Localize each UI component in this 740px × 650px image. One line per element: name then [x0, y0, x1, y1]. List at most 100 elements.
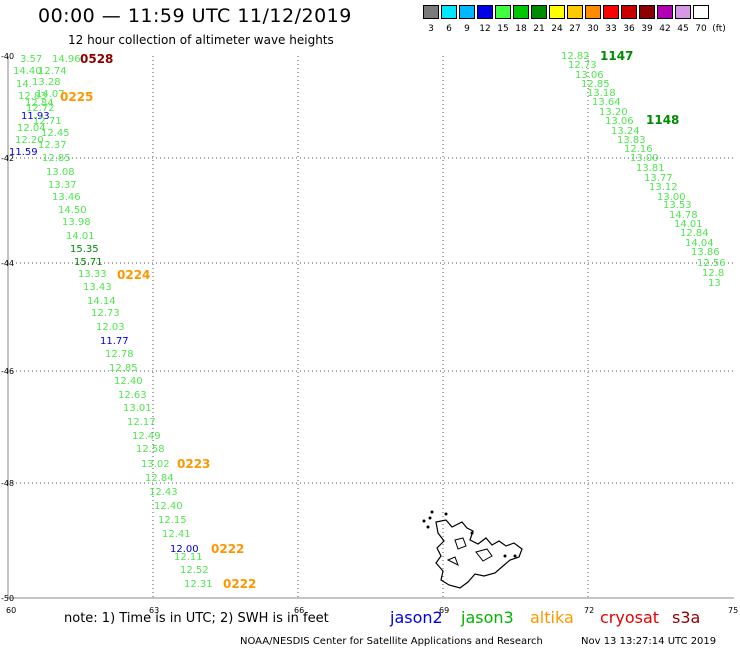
swh-reading: 12.58	[136, 444, 165, 455]
swh-reading: 12.56	[697, 258, 726, 269]
scale-swatch	[621, 5, 637, 19]
latitude-tick-label: -50	[1, 594, 14, 603]
islet	[428, 516, 432, 520]
scale-label: 18	[515, 24, 527, 34]
kerguelen-island-outline	[435, 519, 523, 589]
swh-reading: 13.00	[657, 192, 686, 203]
longitude-tick-label: 60	[6, 606, 16, 615]
swh-reading: 14.	[16, 79, 32, 90]
swh-reading: 12.11	[174, 552, 203, 563]
scale-label: 9	[464, 24, 470, 34]
swh-reading: 12.73	[568, 60, 597, 71]
swh-reading: 13.77	[644, 173, 673, 184]
swh-reading: 3.57	[20, 54, 42, 65]
satellite-jason3: jason3	[461, 608, 514, 627]
swh-reading: 13.08	[46, 167, 75, 178]
swh-reading: 13.20	[599, 107, 628, 118]
swh-reading: 13.43	[83, 282, 112, 293]
swh-reading: 12.82	[561, 51, 590, 62]
swh-reading: 13.06	[605, 116, 634, 127]
track-time-label: 0224	[117, 268, 150, 282]
credit-line: NOAA/NESDIS Center for Satellite Applica…	[240, 636, 543, 647]
swh-reading: 12.43	[149, 487, 178, 498]
islet	[470, 531, 474, 535]
swh-reading: 13.06	[575, 70, 604, 81]
swh-reading: 12.83	[18, 91, 47, 102]
swh-reading: 14.01	[66, 231, 95, 242]
swh-reading: 14.14	[87, 296, 116, 307]
swh-reading: 12.84	[145, 473, 174, 484]
scale-swatch	[693, 5, 709, 19]
swh-reading: 12.31	[184, 579, 213, 590]
swh-reading: 12.78	[105, 349, 134, 360]
scale-label: 36	[623, 24, 635, 34]
swh-reading: 11.93	[21, 111, 50, 122]
swh-reading: 13.81	[636, 163, 665, 174]
swh-reading: 12.15	[158, 515, 187, 526]
latitude-tick-label: -48	[1, 479, 14, 488]
satellite-s3a: s3a	[672, 608, 701, 627]
longitude-tick-label: 69	[439, 606, 449, 615]
map-title: 00:00 — 11:59 UTC 11/12/2019	[38, 5, 352, 27]
swh-reading: 12.85	[42, 153, 71, 164]
swh-reading: 13.28	[32, 77, 61, 88]
swh-reading: 12.16	[624, 144, 653, 155]
scale-label: 24	[551, 24, 563, 34]
swh-reading: 12.63	[118, 390, 147, 401]
swh-reading: 12.41	[162, 529, 191, 540]
satellite-cryosat: cryosat	[600, 608, 660, 627]
scale-swatch	[531, 5, 547, 19]
scale-label: 6	[446, 24, 452, 34]
swh-reading: 13.12	[649, 182, 678, 193]
swh-reading: 12.72	[26, 103, 55, 114]
scale-label: 27	[569, 24, 581, 34]
longitude-tick-label: 63	[149, 606, 159, 615]
scale-label: 15	[497, 24, 509, 34]
swh-reading: 14.40	[13, 66, 42, 77]
track-time-label: 1147	[600, 49, 633, 63]
swh-reading: 13.64	[592, 97, 621, 108]
swh-reading: 12.20	[15, 135, 44, 146]
track-time-label: 0222	[223, 577, 256, 591]
swh-reading: 14.78	[669, 210, 698, 221]
islet	[426, 525, 430, 529]
swh-reading: 12.40	[154, 501, 183, 512]
scale-label: 30	[587, 24, 599, 34]
scale-label: 21	[533, 24, 545, 34]
swh-reading: 13.01	[123, 403, 152, 414]
swh-reading: 13.46	[52, 192, 81, 203]
swh-reading: 12.85	[109, 363, 138, 374]
track-time-label: 0225	[60, 90, 93, 104]
island-inlet	[454, 537, 467, 550]
swh-reading: 14.07	[36, 89, 65, 100]
scale-swatch	[639, 5, 655, 19]
scale-swatch	[657, 5, 673, 19]
swh-reading: 12.37	[38, 140, 67, 151]
swh-reading: 12.71	[33, 116, 62, 127]
scale-swatch	[603, 5, 619, 19]
swh-reading: 12.74	[38, 66, 67, 77]
track-time-label: 0222	[211, 542, 244, 556]
longitude-tick-label: 75	[728, 606, 738, 615]
swh-reading: 12.8	[702, 268, 724, 279]
scale-label: 39	[641, 24, 653, 34]
islet	[513, 554, 517, 558]
scale-swatch	[459, 5, 475, 19]
swh-reading: 15.35	[70, 244, 99, 255]
latitude-tick-label: -42	[1, 154, 14, 163]
footnote: note: 1) Time is in UTC; 2) SWH is in fe…	[64, 611, 329, 626]
latitude-tick-label: -46	[1, 367, 14, 376]
swh-reading: 13.18	[587, 88, 616, 99]
swh-reading: 12.85	[581, 79, 610, 90]
swh-reading: 14.04	[685, 238, 714, 249]
swh-reading: 14.96	[52, 54, 81, 65]
swh-reading: 13.02	[141, 459, 170, 470]
scale-swatch	[675, 5, 691, 19]
scale-label: 45	[677, 24, 689, 34]
latitude-tick-label: -40	[1, 52, 14, 61]
swh-reading: 12.00	[170, 544, 199, 555]
scale-label: 33	[605, 24, 617, 34]
swh-reading: 14.50	[58, 205, 87, 216]
scale-swatch	[585, 5, 601, 19]
longitude-tick-label: 66	[294, 606, 304, 615]
